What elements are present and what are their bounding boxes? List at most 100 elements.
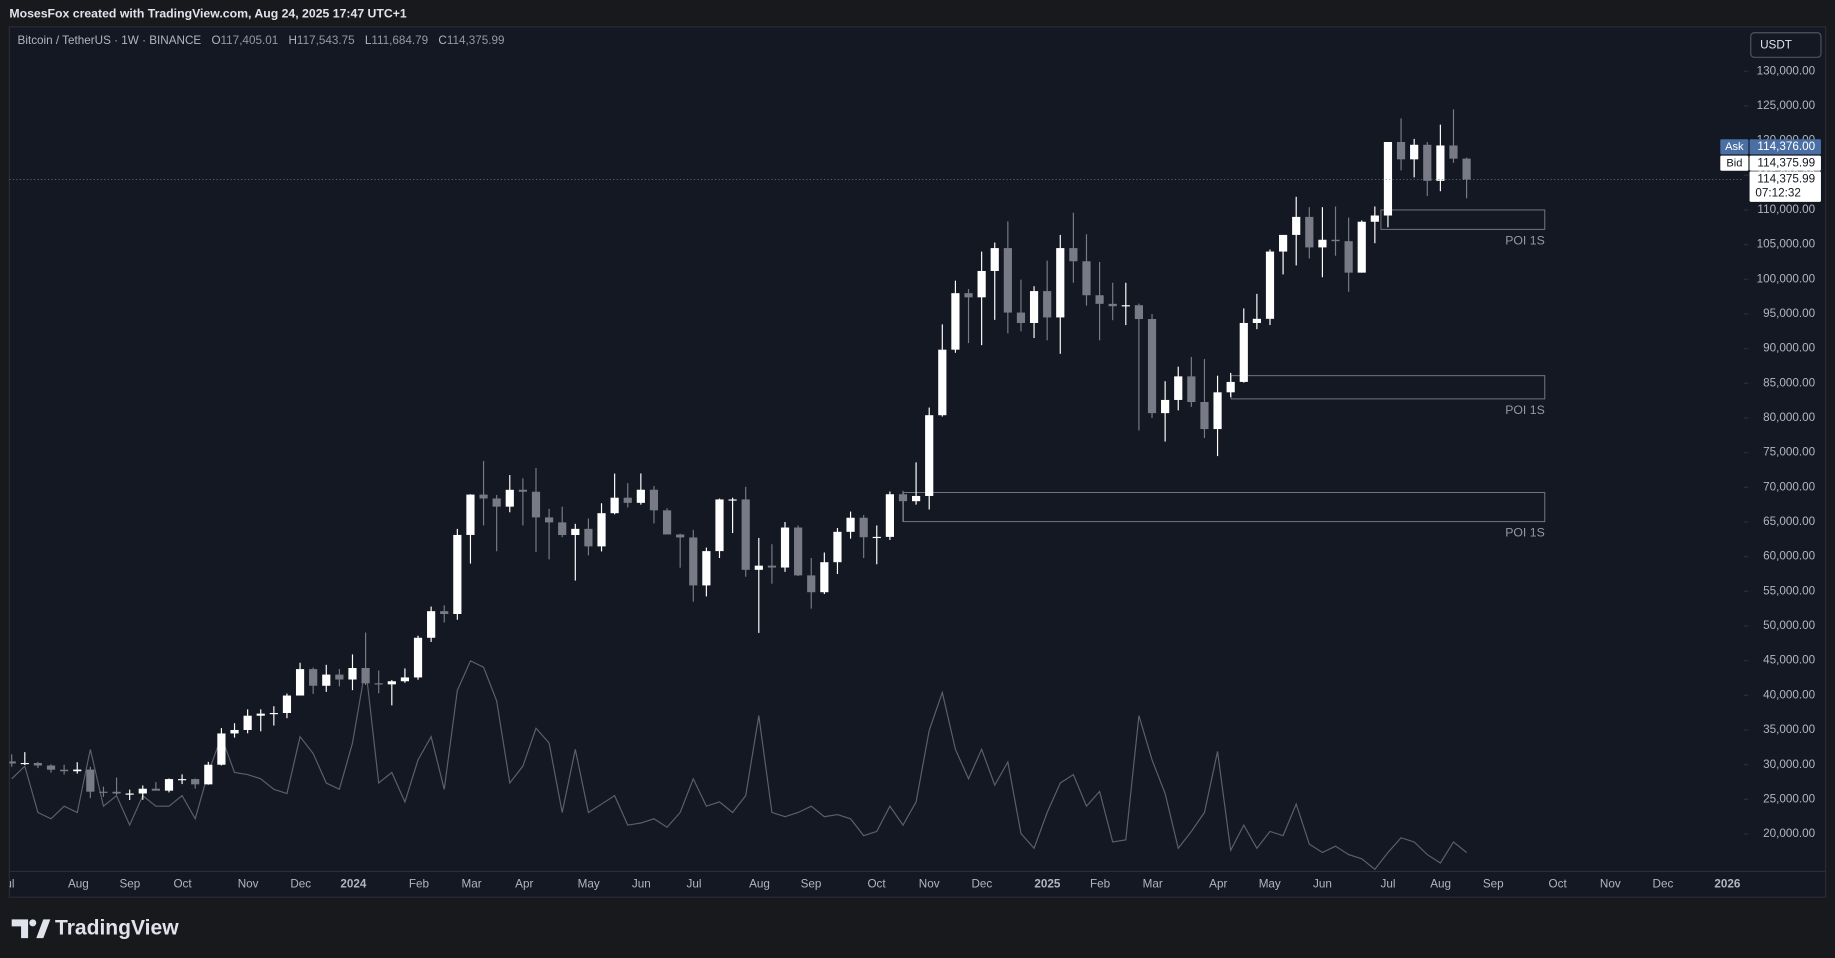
candle-body	[1095, 295, 1104, 304]
candle-body	[649, 489, 659, 511]
volume-line	[11, 660, 1467, 871]
candle-body	[584, 528, 593, 547]
candle-body	[1357, 221, 1366, 273]
candle-body	[1200, 402, 1209, 430]
currency-button[interactable]: USDT	[1750, 32, 1822, 58]
candle-body	[754, 565, 763, 570]
legend: Bitcoin / TetherUS · 1W · BINANCE O117,4…	[18, 34, 505, 47]
tag-value-box	[1749, 155, 1821, 171]
candle-body	[1239, 322, 1248, 382]
candle-body	[492, 498, 501, 507]
candle-body	[138, 788, 147, 794]
y-tick-label: 65,000.00	[1763, 515, 1816, 528]
tag-label-box	[1720, 155, 1749, 171]
candle-body	[1043, 291, 1052, 318]
tag-value: 114,376.00	[1757, 140, 1815, 153]
y-tick-label: 30,000.00	[1763, 758, 1816, 771]
candle-body	[911, 495, 921, 502]
x-tick-label: Oct	[1549, 877, 1568, 890]
x-tick-label: 2024	[340, 877, 367, 890]
ohlc-label: O	[211, 34, 220, 47]
y-tick-label: 60,000.00	[1763, 550, 1816, 563]
y-tick-label: 55,000.00	[1763, 584, 1816, 597]
candle-body	[1069, 248, 1078, 262]
candle-body	[309, 669, 318, 686]
candle-body	[413, 637, 423, 678]
candle-body	[1147, 319, 1157, 414]
candle-body	[1226, 381, 1235, 393]
candle-body	[1082, 261, 1091, 296]
candle-body	[636, 489, 645, 503]
last-price: 114,375.99	[1757, 173, 1815, 186]
candle-body	[1003, 248, 1012, 313]
candle-body	[1161, 399, 1170, 414]
candle-body	[1108, 303, 1117, 307]
candle-body	[1410, 144, 1419, 160]
candle-body	[256, 713, 265, 716]
candle-body	[191, 779, 200, 785]
candle-body	[846, 517, 855, 532]
y-tick-label: 100,000.00	[1757, 272, 1816, 285]
candle-body	[1318, 239, 1327, 248]
logo-dot	[29, 919, 37, 927]
candle-body	[964, 293, 973, 298]
x-tick-label: Feb	[409, 877, 430, 890]
candle-body	[1449, 145, 1458, 159]
candle-body	[597, 513, 606, 547]
y-tick-label: 85,000.00	[1763, 376, 1816, 389]
x-tick-label: Aug	[1430, 877, 1451, 890]
y-tick-label: 90,000.00	[1763, 342, 1816, 355]
candle-body	[164, 779, 174, 791]
button-label[interactable]: USDT	[1760, 39, 1792, 52]
y-tick-label: 80,000.00	[1763, 411, 1816, 424]
candle-body	[1213, 392, 1222, 430]
button-frame[interactable]	[1750, 32, 1822, 58]
candle-body	[479, 494, 488, 499]
candle-body	[741, 499, 750, 570]
x-tick-label: Feb	[1090, 877, 1111, 890]
candle-body	[925, 415, 934, 496]
candle-body	[217, 733, 226, 765]
y-tick-label: 125,000.00	[1757, 99, 1816, 112]
x-tick-label: Jun	[1313, 877, 1332, 890]
credit: MosesFox created with TradingView.com, A…	[9, 6, 407, 20]
x-tick-label: Apr	[1209, 877, 1227, 890]
y-tick-label: 75,000.00	[1763, 446, 1816, 459]
candle-body	[833, 531, 842, 563]
tag-value-box	[1749, 139, 1821, 155]
candle-body	[1292, 216, 1301, 235]
candle-body	[898, 494, 908, 502]
axes: 130,000.00125,000.00120,000.00115,000.00…	[0, 64, 1816, 890]
candle-body	[20, 762, 29, 765]
x-tick-label: Jul	[0, 877, 15, 890]
candle-body	[1187, 376, 1196, 403]
ohlc-label: C	[438, 34, 446, 47]
ohlc-value: 117,543.75	[297, 34, 355, 47]
candle-body	[662, 510, 672, 535]
candle-body	[728, 499, 737, 501]
y-tick-label: 45,000.00	[1763, 654, 1816, 667]
x-tick-label: 2025	[1034, 877, 1061, 890]
candle-body	[676, 534, 685, 538]
candle-body	[702, 551, 711, 586]
candle-body	[859, 517, 868, 538]
candle-body	[794, 527, 803, 576]
y-tick-label: 40,000.00	[1763, 688, 1816, 701]
candle-body	[1383, 142, 1393, 216]
candle-body	[387, 681, 396, 685]
candle-body	[204, 764, 213, 785]
x-tick-label: Jul	[1380, 877, 1395, 890]
y-tick-label: 95,000.00	[1763, 307, 1816, 320]
candle-body	[177, 779, 187, 781]
tag-label: Ask	[1725, 141, 1744, 153]
plot: POI 1S POI 1S POI 1S	[9, 109, 1744, 871]
tag-label: Bid	[1726, 157, 1742, 169]
candle-body	[623, 497, 632, 503]
x-tick-label: Oct	[867, 877, 886, 890]
candle-body	[400, 677, 410, 682]
ohlc-value: 117,405.01	[221, 34, 279, 47]
candle-body	[610, 497, 619, 514]
x-tick-label: Sep	[120, 877, 141, 890]
symbol: Bitcoin / TetherUS · 1W · BINANCE	[18, 34, 202, 47]
logo-bar	[11, 919, 29, 939]
